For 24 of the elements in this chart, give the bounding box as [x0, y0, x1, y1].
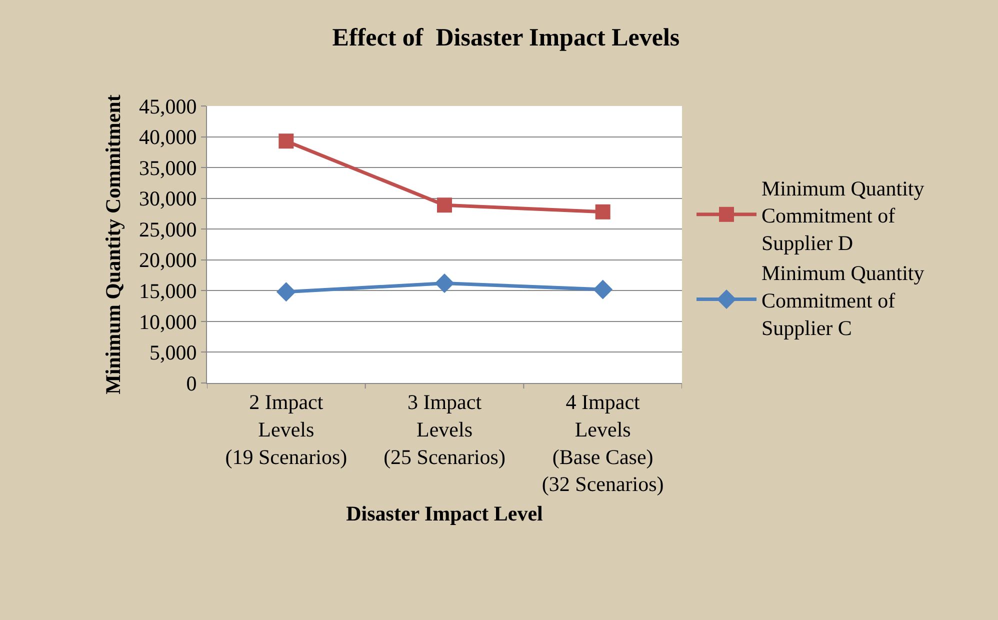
legend-label: Minimum Quantity Commitment of Supplier D — [762, 176, 925, 255]
y-tick-label: 25,000 — [139, 217, 197, 242]
x-tick-label: 4 Impact Levels (Base Case) (32 Scenarios) — [542, 390, 664, 496]
y-tick-label: 20,000 — [139, 248, 197, 272]
x-tick-label: 3 Impact Levels (25 Scenarios) — [384, 390, 506, 469]
point — [278, 134, 294, 149]
y-tick-label: 35,000 — [139, 156, 197, 180]
point — [434, 274, 454, 294]
y-tick-label: 10,000 — [139, 310, 197, 334]
x-axis-title: Disaster Impact Level — [346, 501, 544, 526]
y-tick-label: 5,000 — [150, 340, 197, 365]
point — [437, 198, 452, 213]
point — [593, 280, 613, 300]
point — [595, 204, 610, 220]
x-tick-label: 2 Impact Levels (19 Scenarios) — [225, 390, 348, 469]
y-tick-label: 30,000 — [139, 186, 197, 211]
legend-label: Minimum Quantity Commitment of Supplier C — [762, 261, 925, 340]
y-tick-label: 15,000 — [139, 279, 197, 304]
y-tick-label: 40,000 — [139, 125, 197, 150]
chart-title: Effect of Disaster Impact Levels — [332, 24, 680, 52]
point — [276, 282, 296, 302]
y-axis-title: Minimum Quantity Commitment — [101, 94, 126, 394]
y-tick-label: 0 — [186, 371, 197, 396]
y-tick-label: 45,000 — [139, 94, 197, 118]
